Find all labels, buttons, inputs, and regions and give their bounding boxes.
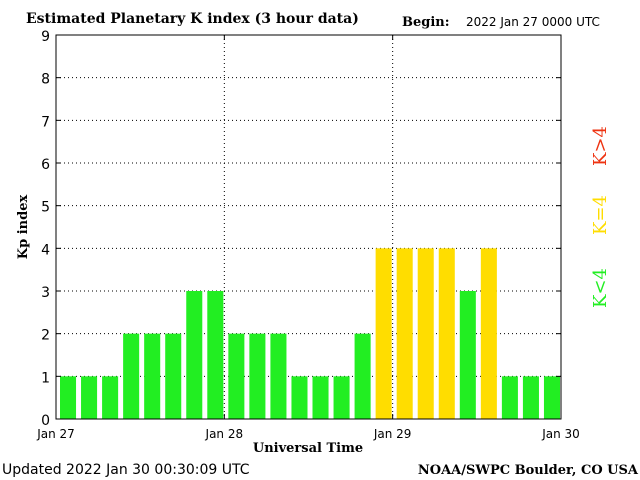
kp-bar [459,291,476,419]
kp-bar [270,333,287,419]
y-tick-label: 9 [41,29,50,45]
x-tick-label: Jan 27 [36,427,75,441]
y-tick-label: 0 [41,413,50,429]
y-tick-label: 7 [41,114,50,130]
kp-bar [354,333,371,419]
kp-bar [81,376,98,419]
legend-entry: K=4 [590,195,611,235]
kp-bar [438,248,455,419]
x-tick-label: Jan 28 [205,427,244,441]
chart-title: Estimated Planetary K index (3 hour data… [26,11,359,27]
plot-frame [55,34,562,420]
legend: K<4 K=4 K>4 [590,126,611,308]
kp-bar [480,248,497,419]
y-tick-label: 8 [41,72,50,88]
x-tick-label: Jan 30 [541,427,580,441]
begin-label: Begin: [402,15,450,30]
y-tick-label: 2 [41,328,50,344]
kp-bar [165,333,182,419]
kp-bar [123,333,140,419]
kp-bar [501,376,518,419]
kp-bar [417,248,434,419]
y-tick-label: 6 [41,157,50,173]
legend-entry: K<4 [590,268,611,308]
bars [60,248,560,419]
x-ticks: Jan 27 Jan 28 Jan 29 Jan 30 [36,35,580,441]
kp-bar [249,333,266,419]
begin-value: 2022 Jan 27 0000 UTC [466,15,600,29]
source-credit: NOAA/SWPC Boulder, CO USA [418,463,639,478]
y-tick-label: 4 [41,242,50,258]
kp-bar [312,376,329,419]
kp-bar [186,291,203,419]
x-axis-label: Universal Time [253,441,363,456]
kp-bar [207,291,224,419]
y-tick-label: 1 [41,370,50,386]
kp-bar [333,376,350,419]
kp-bar [396,248,413,419]
kp-bar [102,376,119,419]
kp-bar [375,248,392,419]
kp-bar [291,376,308,419]
kp-bar [144,333,161,419]
kp-bar [543,376,560,419]
y-axis-label: Kp index [16,195,31,260]
y-ticks: 0 1 2 3 4 5 6 7 8 9 [41,29,561,429]
kp-bar [522,376,539,419]
grid-lines [56,35,561,419]
y-tick-label: 5 [41,200,50,216]
updated-timestamp: Updated 2022 Jan 30 00:30:09 UTC [2,462,250,478]
legend-entry: K>4 [590,126,611,166]
kp-bar [228,333,245,419]
kp-bar [60,376,77,419]
y-tick-label: 3 [41,285,50,301]
x-tick-label: Jan 29 [373,427,412,441]
